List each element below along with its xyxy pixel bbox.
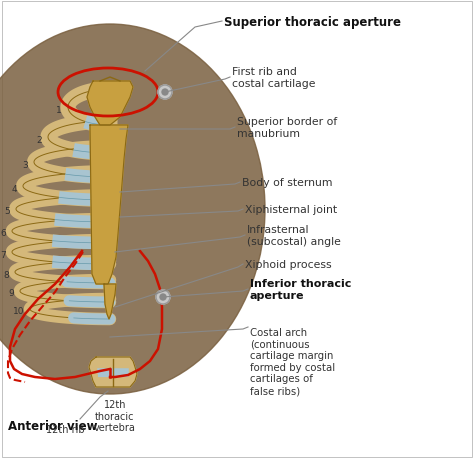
Text: 12th
thoracic
vertebra: 12th thoracic vertebra (94, 399, 136, 432)
Text: Xiphoid process: Xiphoid process (245, 259, 332, 269)
Text: Xiphisternal joint: Xiphisternal joint (245, 205, 337, 214)
Text: 6: 6 (0, 229, 6, 238)
Circle shape (158, 86, 172, 100)
Text: First rib and
costal cartilage: First rib and costal cartilage (232, 67, 316, 89)
Polygon shape (90, 126, 128, 285)
Circle shape (162, 90, 168, 96)
Ellipse shape (0, 25, 265, 394)
Text: 3: 3 (22, 160, 28, 169)
Polygon shape (104, 285, 116, 319)
Text: Costal arch
(continuous
cartilage margin
formed by costal
cartilages of
false ri: Costal arch (continuous cartilage margin… (250, 327, 335, 395)
Text: 1: 1 (56, 105, 62, 114)
Text: Anterior view: Anterior view (8, 419, 98, 432)
Text: Inferior thoracic
aperture: Inferior thoracic aperture (250, 279, 351, 300)
Polygon shape (89, 357, 137, 387)
Text: 10: 10 (12, 307, 24, 316)
Polygon shape (87, 82, 133, 126)
Text: Infrasternal
(subcostal) angle: Infrasternal (subcostal) angle (247, 225, 341, 246)
Text: 5: 5 (4, 207, 10, 216)
Text: 12th rib: 12th rib (46, 424, 84, 434)
Text: 4: 4 (11, 184, 17, 193)
Text: Body of sternum: Body of sternum (242, 178, 332, 188)
Text: 8: 8 (3, 270, 9, 279)
Text: Superior border of
manubrium: Superior border of manubrium (237, 117, 337, 139)
Text: Superior thoracic aperture: Superior thoracic aperture (224, 16, 401, 28)
Text: 7: 7 (0, 250, 6, 259)
Circle shape (156, 291, 170, 304)
Text: 9: 9 (8, 289, 14, 298)
Circle shape (160, 294, 166, 300)
Text: 2: 2 (36, 135, 42, 144)
